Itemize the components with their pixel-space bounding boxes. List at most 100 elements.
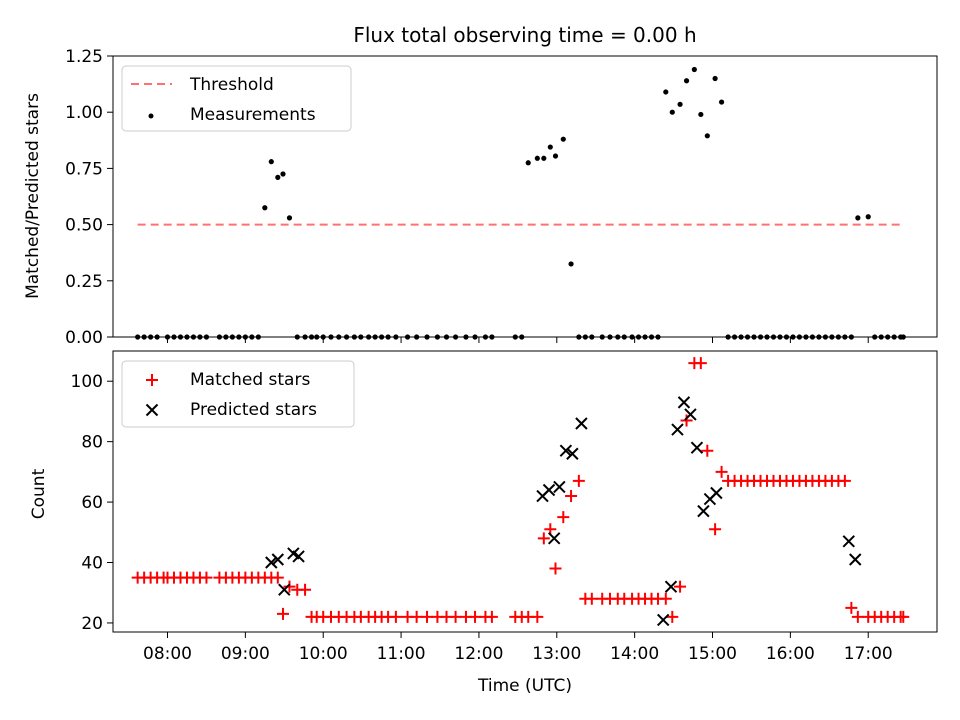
measurement-point (197, 334, 203, 340)
predicted-point (265, 556, 278, 569)
measurement-point (177, 334, 184, 340)
ratio-y-label: Matched/Predicted stars (23, 93, 43, 299)
measurement-points (135, 66, 906, 340)
measurement-point (865, 214, 871, 220)
measurement-point (691, 66, 697, 73)
predicted-point (671, 423, 684, 436)
count-legend: Matched stars Predicted stars (121, 360, 355, 428)
measurement-point (385, 334, 391, 340)
measurement-point (320, 334, 326, 340)
measurement-point (379, 334, 385, 340)
measurement-point (872, 334, 878, 340)
predicted-point (542, 483, 556, 497)
x-tick-label: 16:00 (766, 644, 815, 664)
measurement-point (629, 334, 635, 340)
legend-threshold-label: Threshold (189, 75, 274, 95)
predicted-point (684, 408, 697, 421)
ratio-y-axis: 0.00 0.25 0.50 0.75 1.00 1.25 (65, 47, 113, 348)
matched-point (709, 523, 722, 536)
measurement-point (141, 334, 147, 340)
measurement-point (878, 334, 884, 340)
measurement-point (607, 334, 613, 340)
measurement-point (275, 174, 281, 180)
measurement-point (718, 99, 725, 105)
matched-point (572, 474, 585, 487)
x-axis-label: Time (UTC) (477, 676, 572, 696)
matched-point (549, 562, 562, 575)
matched-point (851, 610, 864, 623)
matched-point (469, 610, 482, 623)
matched-point (585, 592, 598, 605)
predicted-point (575, 417, 588, 430)
predicted-point (842, 535, 855, 548)
measurement-point (783, 334, 790, 340)
measurement-point (372, 334, 378, 340)
predicted-point (677, 396, 691, 409)
count-panel: 20 40 60 80 100 08:00 09:00 10:00 11:00 12:00 13:… (29, 350, 938, 696)
measurement-point (848, 334, 854, 340)
predicted-point (710, 486, 723, 500)
x-tick-label: 10:00 (299, 644, 348, 664)
measurement-point (683, 78, 690, 84)
measurement-point (242, 334, 248, 340)
measurement-point (663, 89, 669, 95)
matched-point (410, 610, 423, 623)
matched-point (838, 474, 851, 487)
measurement-point (414, 334, 420, 340)
matched-point (299, 583, 312, 596)
measurement-point (712, 75, 718, 82)
measurement-point (669, 109, 675, 115)
measurement-point (328, 334, 334, 340)
matched-point (531, 610, 544, 623)
ratio-x-ticks (167, 337, 869, 343)
measurement-point (757, 334, 764, 340)
ratio-legend-box (121, 65, 352, 132)
matched-point (200, 571, 213, 584)
ratio-legend: Threshold Measurements (121, 65, 352, 132)
measurement-point (472, 334, 478, 340)
x-tick-label: 15:00 (688, 644, 737, 664)
matched-point (674, 580, 687, 593)
measurement-point (835, 334, 841, 340)
measurement-point (294, 334, 300, 340)
measurement-point (268, 159, 274, 165)
predicted-point (690, 441, 704, 454)
legend-predicted-label: Predicted stars (190, 400, 317, 420)
measurement-point (135, 334, 141, 340)
count-legend-box (121, 360, 355, 428)
measurement-point (648, 334, 655, 340)
measurement-point (677, 101, 683, 107)
measurement-point (255, 334, 261, 340)
measurement-point (816, 334, 822, 340)
measurement-point (642, 334, 648, 340)
matched-point (557, 511, 570, 524)
y-tick-label: 100 (71, 372, 103, 392)
measurement-point (280, 171, 286, 177)
measurement-point (302, 334, 308, 340)
x-tick-label: 13:00 (532, 644, 581, 664)
legend-measurements-label: Measurements (190, 105, 316, 125)
measurement-point (164, 334, 171, 340)
count-y-label: Count (29, 468, 49, 519)
measurement-point (900, 334, 906, 340)
measurement-point (434, 334, 441, 340)
measurement-point (308, 334, 315, 340)
legend-matched-marker (146, 374, 158, 386)
measurement-point (404, 334, 411, 340)
predicted-point (292, 550, 305, 563)
predicted-point (849, 553, 862, 566)
matched-point (271, 571, 284, 584)
predicted-point (547, 532, 561, 545)
y-tick-label: 40 (81, 554, 103, 574)
measurement-point (891, 334, 897, 340)
matched-point (565, 490, 578, 503)
measurement-point (751, 334, 757, 340)
measurement-point (738, 334, 744, 340)
measurement-point (343, 334, 350, 340)
measurement-point (885, 334, 891, 340)
measurement-point (236, 334, 242, 340)
matched-point (715, 465, 728, 478)
matched-point (694, 357, 707, 370)
measurement-point (534, 155, 540, 161)
